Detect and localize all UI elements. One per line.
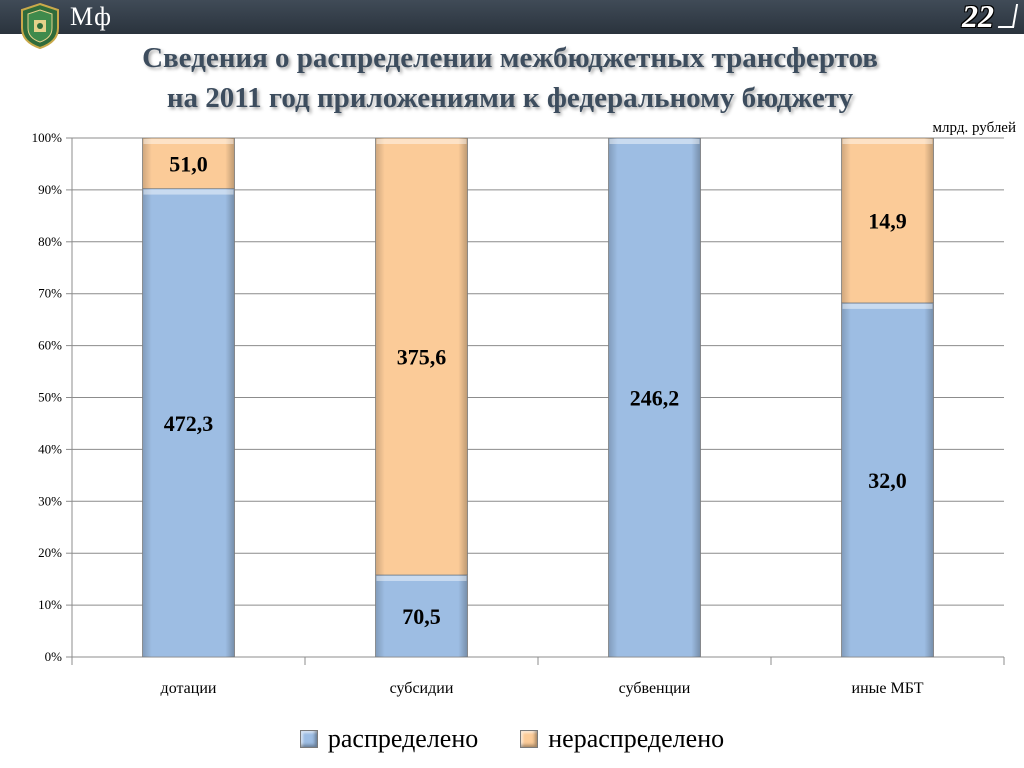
bar-shading [142,138,235,189]
data-label: 14,9 [868,208,907,233]
data-label: 472,3 [164,411,214,436]
bar-shading [375,574,468,657]
y-tick-label: 10% [38,597,62,612]
ministry-emblem-icon [21,2,59,50]
legend-item-distributed: распределено [299,724,479,754]
x-category-label: субвенции [619,680,691,697]
bar-shading [608,138,701,657]
header-bar: Мф 22 [0,0,1024,50]
legend-item-undistributed: нераспределено [520,724,724,754]
chart-legend: распределено нераспределено [0,722,1024,756]
ministry-logo-text: Мф [70,2,112,31]
bar-highlight [376,139,467,144]
y-tick-label: 70% [38,286,62,301]
bar-shading [841,302,934,657]
y-tick-label: 30% [38,493,62,508]
bar-highlight [609,139,700,144]
y-tick-label: 40% [38,441,62,456]
y-tick-label: 60% [38,338,62,353]
y-tick-label: 80% [38,234,62,249]
y-tick-label: 50% [38,390,62,405]
bar-highlight [842,303,933,309]
y-tick-label: 0% [45,649,63,664]
x-category-label: дотации [161,680,217,697]
data-label: 246,2 [630,386,680,411]
y-tick-label: 20% [38,545,62,560]
bar-highlight [842,139,933,144]
bar-highlight [376,575,467,581]
bar-shading [841,138,934,303]
y-tick-label: 90% [38,182,62,197]
bar-shading [142,188,235,657]
title-line-1: Сведения о распределении межбюджетных тр… [142,42,878,74]
stacked-percent-bar-chart: 0% 10% 20% 30% 40% 50% 60% 70% 80% 90% 100% 472,3 51… [32,130,1005,697]
bar-highlight [143,189,234,195]
bar-shading [375,138,468,575]
legend-label-distributed: распределено [327,724,479,753]
x-category-label: субсидии [390,680,454,697]
data-label: 51,0 [169,151,208,176]
title-line-2: на 2011 год приложениями к федеральному … [166,82,854,114]
page-number: 22 [962,0,994,34]
y-tick-label: 100% [32,130,63,145]
data-label: 32,0 [868,468,907,493]
slide-title: Сведения о распределении межбюджетных тр… [60,38,960,118]
legend-swatch-undistributed [520,730,539,748]
x-category-label: иные МБТ [852,680,924,697]
unit-label: млрд. рублей [932,120,1016,136]
data-label: 375,6 [397,344,447,369]
data-label: 70,5 [402,604,441,629]
legend-label-undistributed: нераспределено [548,724,725,753]
bar-highlight [143,139,234,144]
legend-swatch-distributed [299,730,318,748]
